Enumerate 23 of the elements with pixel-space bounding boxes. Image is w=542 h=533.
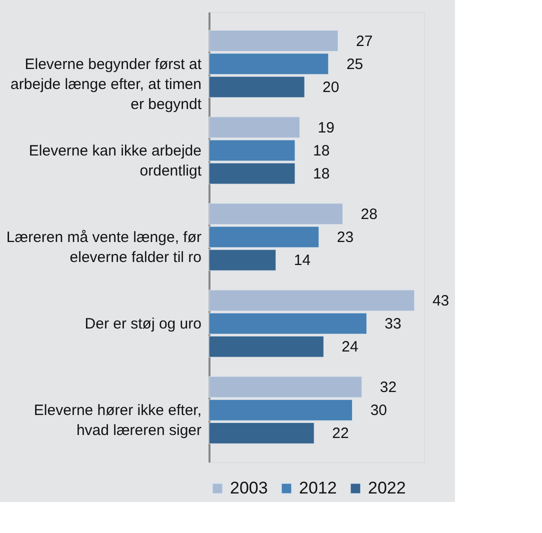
data-label: 18: [313, 142, 330, 160]
data-label: 22: [332, 425, 349, 442]
data-label: 23: [336, 229, 354, 246]
data-label: 33: [384, 316, 402, 333]
data-label: 19: [318, 119, 334, 136]
legend-label: 2012: [299, 478, 337, 498]
data-label: 25: [346, 56, 364, 73]
data-label: 28: [360, 206, 378, 223]
data-label: 18: [313, 166, 330, 183]
legend-label: 2003: [230, 478, 268, 498]
y-tick-label: Eleverne kan ikke arbejde ordentligt: [28, 142, 202, 180]
y-tick-label: Der er støj og uro: [84, 316, 202, 333]
y-tick-label: Eleverne begynder først at arbejde længe efter, at timen er begyndt: [10, 56, 202, 113]
y-tick-label: Læreren må vente længe, før eleverne falder til ro: [6, 229, 202, 266]
legend-label: 2022: [368, 478, 406, 498]
data-label: 27: [356, 32, 373, 50]
data-label: 32: [380, 379, 397, 396]
y-tick-label: Eleverne hører ikke efter, hvad læreren siger: [34, 402, 202, 440]
data-label: 24: [342, 338, 358, 356]
data-label: 30: [370, 402, 388, 420]
data-label: 43: [432, 292, 450, 310]
data-label: 20: [322, 79, 340, 96]
data-label: 14: [294, 252, 311, 270]
